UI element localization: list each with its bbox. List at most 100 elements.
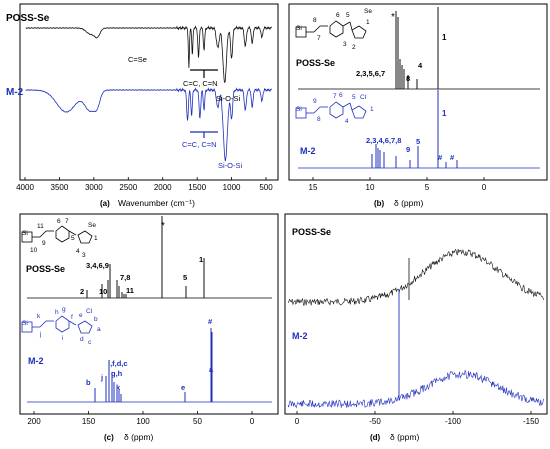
svg-text:c: c	[88, 339, 92, 346]
svg-text:10: 10	[30, 247, 38, 254]
panel-c-label: (c)	[104, 433, 114, 442]
m2-structure-c	[21, 315, 93, 334]
annot-si-o-si-top: Si-O-Si	[216, 94, 241, 103]
panel-c-tick-label: 100	[136, 417, 150, 426]
panel-c-star: *	[161, 221, 165, 232]
svg-text:9: 9	[42, 240, 46, 247]
svg-text:7: 7	[333, 93, 337, 100]
svg-text:3: 3	[82, 252, 86, 259]
c-top-peak-5: 5	[183, 273, 187, 282]
b-top-peak-8: 8	[406, 74, 410, 83]
b-bot-peak-9: 9	[406, 145, 410, 154]
panel-b-tick-label: 15	[309, 183, 318, 192]
panel-d-frame	[284, 213, 548, 415]
svg-text:e: e	[79, 312, 83, 319]
panel-b-label: (b)	[374, 199, 385, 208]
b-top-peak-1: 1	[442, 33, 447, 42]
svg-text:6: 6	[339, 92, 343, 99]
annot-si-o-si-bottom: Si-O-Si	[218, 161, 243, 170]
poss-se-structure-c	[21, 225, 93, 244]
panel-c-xlabel: δ (ppm)	[124, 432, 153, 442]
annot-c-se: C=Se	[128, 55, 147, 64]
panel-b-star: *	[391, 12, 395, 23]
panel-c-tick-label: 200	[27, 417, 41, 426]
ftir-poss-se-line	[25, 25, 272, 83]
svg-text:7: 7	[65, 218, 69, 225]
c-top-peak-2: 2	[80, 287, 84, 296]
panel-a: POSS-Se M-2 C=Se C=C, C=N Si-O-Si C=C, C…	[6, 3, 279, 208]
svg-text:d: d	[80, 336, 84, 343]
c-top-peak-1: 1	[199, 255, 203, 264]
m2-struct-labels-c: k j h g i f eCl ba d c Si	[22, 306, 101, 346]
svg-text:f: f	[71, 314, 73, 321]
panel-a-ticks: 4000 3500 3000 2500 2000 1500 1000 500	[16, 177, 273, 192]
svg-text:4: 4	[76, 248, 80, 255]
panel-b-series-top: POSS-Se	[296, 58, 335, 68]
svg-text:j: j	[39, 331, 41, 338]
panel-b-ticks: 15 10 5 0	[309, 177, 487, 192]
b-bot-hash-1: #	[438, 153, 443, 162]
panel-a-tick-label: 2000	[154, 183, 172, 192]
b-top-peak-4: 4	[418, 61, 423, 70]
b-bot-peak-234678: 2,3,4,6,7,8	[366, 136, 401, 145]
svg-text:Si: Si	[22, 230, 28, 237]
svg-text:a: a	[97, 326, 101, 333]
panel-a-tick-label: 500	[259, 183, 273, 192]
svg-text:Cl: Cl	[360, 94, 367, 101]
svg-text:1: 1	[94, 235, 98, 242]
panel-a-tick-label: 4000	[16, 183, 34, 192]
panel-b-peaks-top	[395, 7, 439, 89]
svg-text:Si: Si	[296, 25, 302, 32]
panel-a-tick-label: 1000	[223, 183, 241, 192]
panel-d-label: (d)	[370, 433, 381, 442]
b-bot-peak-1: 1	[442, 109, 447, 118]
panel-a-xlabel: Wavenumber (cm⁻¹)	[118, 198, 195, 208]
panel-a-tick-label: 1500	[188, 183, 206, 192]
annot-cc-cn-top: C=C, C=N	[183, 79, 218, 88]
c-bot-peak-ifdc: i,f,d,c	[108, 359, 128, 368]
panel-d-tick-label: -100	[445, 417, 462, 426]
panel-d-tick-label: 0	[295, 417, 300, 426]
svg-text:k: k	[37, 313, 41, 320]
panel-c-ticks: 200 150 100 50 0	[27, 411, 255, 426]
panel-c-peaks-top	[86, 216, 205, 298]
panel-b-tick-label: 5	[425, 183, 430, 192]
poss-se-structure-b	[295, 20, 367, 39]
svg-text:2: 2	[352, 44, 356, 51]
annot-bracket-bottom	[190, 131, 218, 138]
nmr-d-m2-line	[287, 369, 544, 409]
svg-text:5: 5	[346, 12, 350, 19]
svg-text:8: 8	[313, 17, 317, 24]
c-bot-peak-j: j	[100, 373, 103, 382]
c-bot-peak-gh: g,h	[111, 369, 123, 378]
panel-b-tick-label: 10	[366, 183, 375, 192]
svg-text:9: 9	[313, 98, 317, 105]
c-top-peak-10: 10	[99, 287, 107, 296]
svg-text:Se: Se	[88, 222, 96, 229]
svg-text:5: 5	[352, 94, 356, 101]
m2-struct-labels-b: 9 8 7 6 5 Cl1 4 Si	[296, 92, 374, 125]
panel-d-xlabel: δ (ppm)	[390, 432, 419, 442]
panel-a-tick-label: 3000	[85, 183, 103, 192]
ftir-m2-line	[25, 87, 272, 162]
svg-text:6: 6	[57, 218, 61, 225]
svg-text:5: 5	[71, 235, 75, 242]
svg-text:h: h	[55, 309, 59, 316]
c-bot-peak-b: b	[86, 378, 91, 387]
c-top-peak-3469: 3,4,6,9	[86, 261, 109, 270]
b-bot-hash-2: #	[450, 153, 455, 162]
panel-c-peaks-bottom	[94, 328, 213, 402]
panel-d: POSS-Se M-2 0 -50 -100 -150 (d) δ (ppm)	[284, 213, 548, 442]
panel-d-series-top: POSS-Se	[292, 227, 331, 237]
c-bot-peak-e: e	[181, 383, 185, 392]
nmr-d-poss-se-line	[287, 248, 544, 306]
panel-c-tick-label: 0	[250, 417, 255, 426]
c-bot-hash: #	[208, 317, 213, 326]
panel-a-label: (a)	[100, 199, 110, 208]
c-bot-peak-a: a	[209, 365, 214, 374]
panel-c-frame	[19, 213, 279, 415]
c-top-peak-78: 7,8	[120, 273, 130, 282]
svg-text:Si: Si	[296, 106, 302, 113]
panel-a-tick-label: 3500	[51, 183, 69, 192]
